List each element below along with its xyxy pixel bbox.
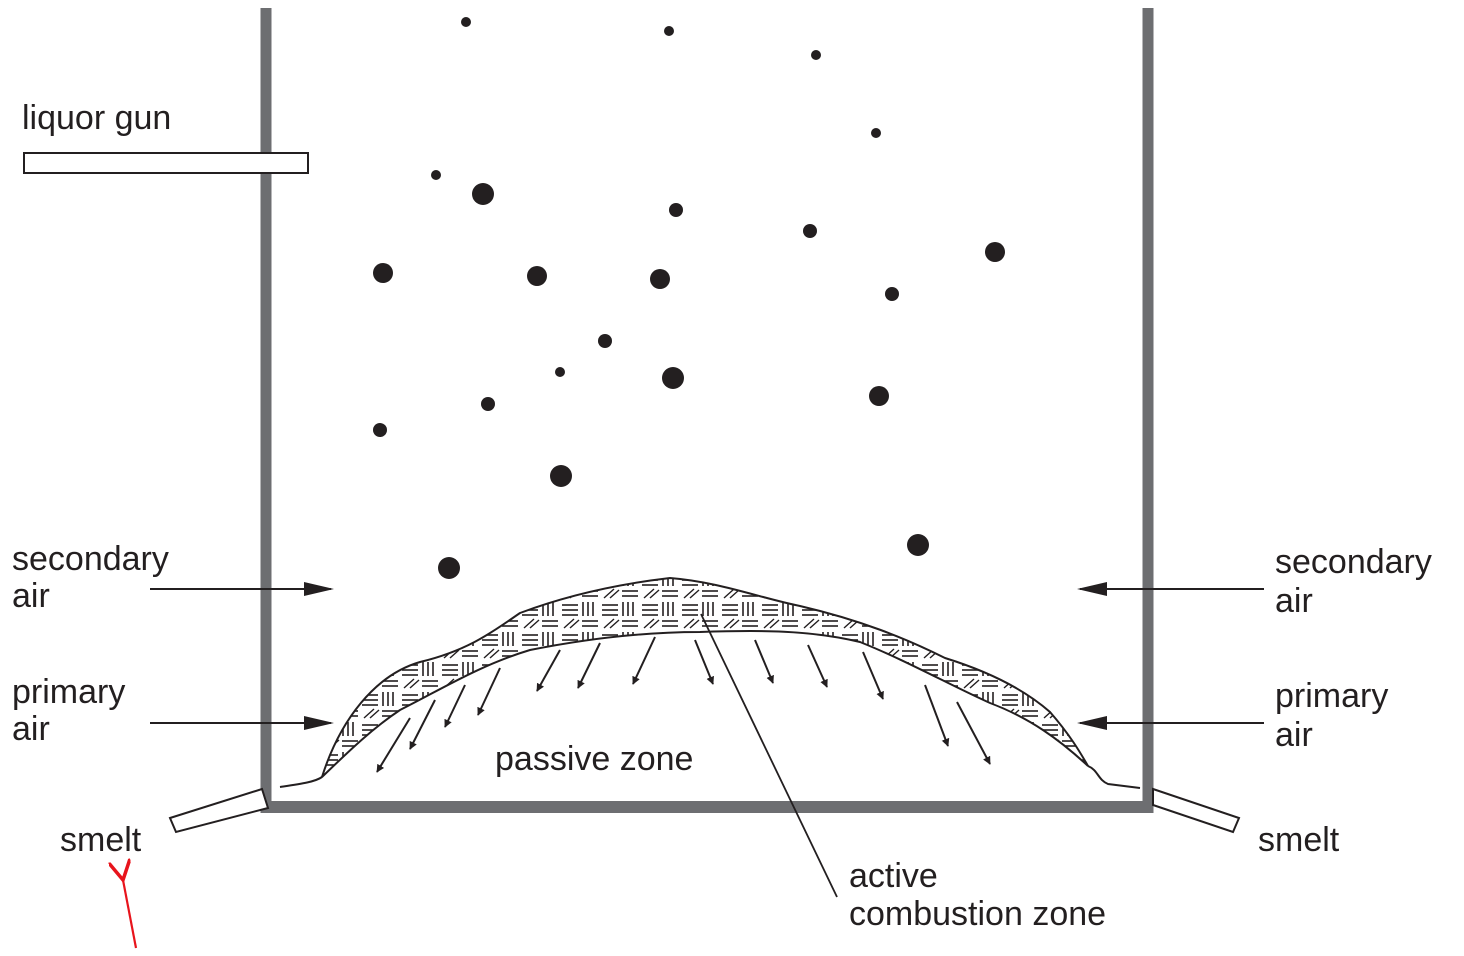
liquor-droplet <box>373 263 393 283</box>
gas-flow-arrow <box>536 649 561 692</box>
furnace-walls <box>260 8 1154 813</box>
gas-flow-arrow <box>577 642 601 689</box>
smelt-spout-left <box>168 787 270 834</box>
liquor-droplet <box>527 266 547 286</box>
secondary-air-right-label-line2: air <box>1275 582 1313 620</box>
liquor-droplet <box>662 367 684 389</box>
bed-edge-right <box>1087 765 1141 789</box>
gas-flow-arrow <box>754 639 774 684</box>
liquor-droplet <box>555 367 565 377</box>
liquor-droplet <box>664 26 674 36</box>
liquor-droplet <box>431 170 441 180</box>
liquor-droplet <box>669 203 683 217</box>
liquor-gun-nozzle <box>23 152 309 174</box>
liquor-droplet <box>598 334 612 348</box>
gas-flow-arrow <box>409 699 436 750</box>
active-zone-label-line1: active <box>849 857 938 895</box>
liquor-droplet <box>472 183 494 205</box>
secondary-air-right-label-line1: secondary <box>1275 543 1432 581</box>
liquor-droplet <box>871 128 881 138</box>
secondary-air-left-label-line2: air <box>12 577 50 615</box>
gas-flow-arrow <box>694 639 714 685</box>
primary-air-left-label-line2: air <box>12 710 50 748</box>
gas-flow-arrow <box>376 717 411 773</box>
liquor-droplet <box>907 534 929 556</box>
primary-air-right-label-line2: air <box>1275 716 1313 754</box>
active-combustion-zone-bed <box>321 576 1089 778</box>
liquor-gun-label: liquor gun <box>22 99 171 137</box>
liquor-droplet <box>869 386 889 406</box>
gas-flow-arrow <box>807 644 828 688</box>
liquor-droplet <box>550 465 572 487</box>
liquor-droplet <box>885 287 899 301</box>
liquor-droplet <box>803 224 817 238</box>
liquor-droplet <box>438 557 460 579</box>
gas-flow-arrows <box>376 636 991 773</box>
air-inlet-arrows <box>150 582 1264 730</box>
gas-flow-arrow <box>632 636 656 685</box>
gas-flow-arrow <box>924 684 950 747</box>
active-zone-label-line2: combustion zone <box>849 895 1106 933</box>
liquor-droplet <box>650 269 670 289</box>
smelt-right-label: smelt <box>1258 821 1340 859</box>
passive-zone-label: passive zone <box>495 740 693 778</box>
gas-flow-arrow <box>956 701 991 765</box>
smelt-spout-right <box>1152 787 1241 834</box>
gas-flow-arrow <box>444 684 466 728</box>
liquor-droplet <box>985 242 1005 262</box>
gas-flow-arrow <box>477 667 501 716</box>
liquor-droplet <box>811 50 821 60</box>
liquor-droplet <box>461 17 471 27</box>
primary-air-right-label-line1: primary <box>1275 677 1388 715</box>
liquor-droplets <box>373 17 1005 579</box>
smelt-left-label: smelt <box>60 821 142 859</box>
primary-air-left-label-line1: primary <box>12 673 125 711</box>
gas-flow-arrow <box>862 651 884 700</box>
active-zone-leader-line <box>700 613 838 898</box>
secondary-air-left-label-line1: secondary <box>12 540 169 578</box>
liquor-droplet <box>481 397 495 411</box>
liquor-droplet <box>373 423 387 437</box>
bed-edge-left <box>279 776 323 788</box>
annotation-arrow <box>123 880 138 949</box>
